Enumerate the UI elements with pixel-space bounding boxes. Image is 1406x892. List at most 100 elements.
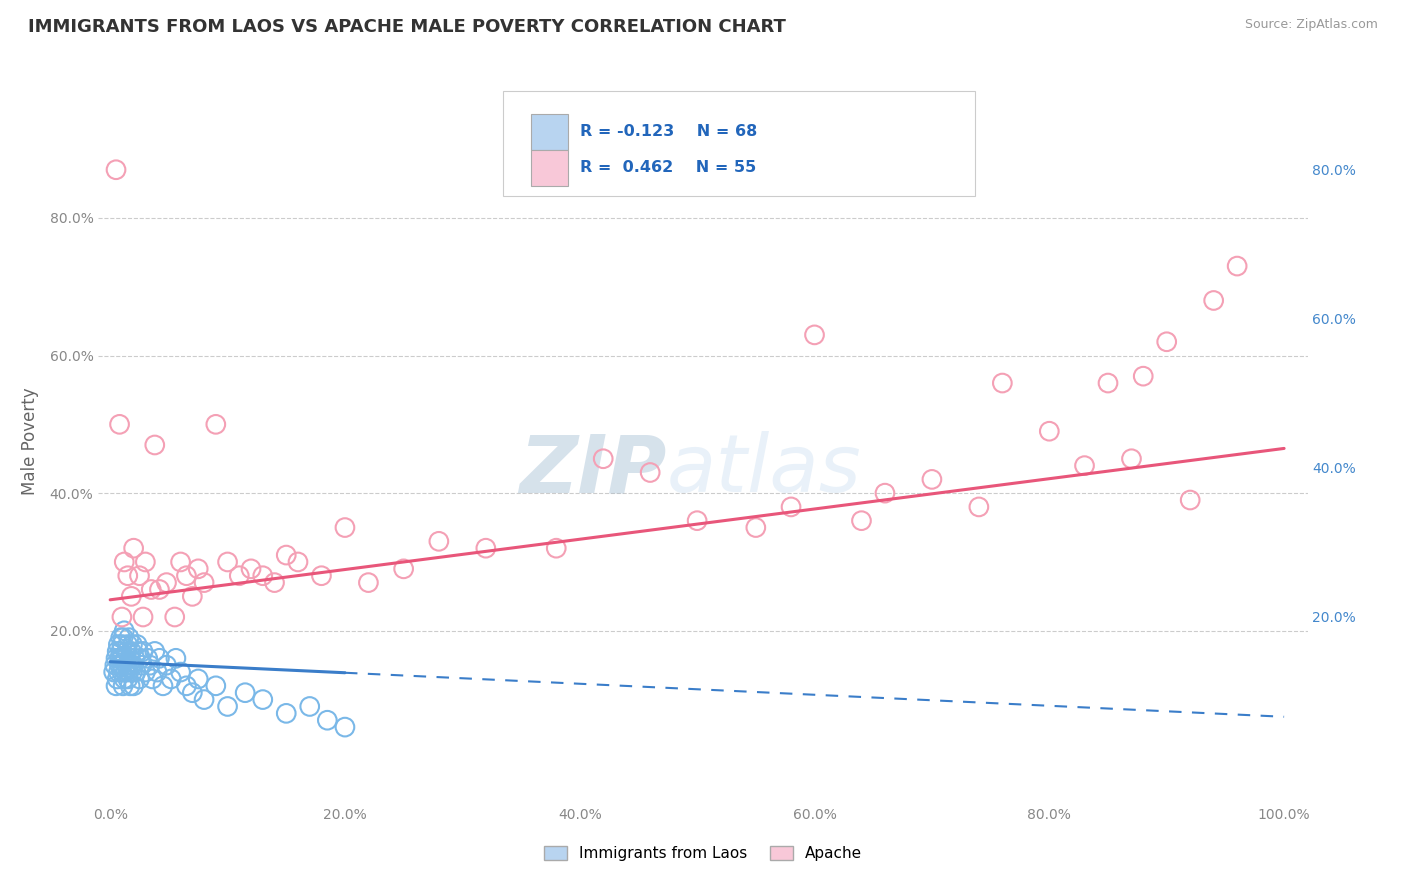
Point [125,665,148,679]
Point [311,568,333,582]
Point [155,575,177,590]
Text: Source: ZipAtlas.com: Source: ZipAtlas.com [1244,18,1378,31]
Point [546,541,568,556]
Point [108,417,131,432]
Point [187,562,209,576]
Point [134,665,156,679]
Point [252,568,274,582]
Point [1097,376,1119,390]
Point [851,514,873,528]
Point [148,651,170,665]
Point [105,679,128,693]
Point [333,720,356,734]
Point [108,658,131,673]
Point [122,679,145,693]
Point [128,568,150,582]
Point [193,575,215,590]
Point [120,679,142,693]
Point [357,575,380,590]
Point [276,706,298,721]
Point [110,631,132,645]
Point [117,638,139,652]
Point [122,658,145,673]
Legend: Immigrants from Laos, Apache: Immigrants from Laos, Apache [537,840,869,867]
Point [108,651,131,665]
Point [115,658,138,673]
Point [163,610,186,624]
Point [120,651,142,665]
Point [107,638,129,652]
Point [745,520,768,534]
Point [204,417,226,432]
Text: ZIP: ZIP [519,432,666,509]
Point [112,631,135,645]
FancyBboxPatch shape [531,150,568,186]
Point [193,692,215,706]
Point [638,466,661,480]
Point [112,679,135,693]
Point [181,686,204,700]
Point [143,438,166,452]
Point [1156,334,1178,349]
Point [228,568,250,582]
Point [176,568,198,582]
Point [112,672,135,686]
Point [139,658,162,673]
Point [136,651,159,665]
Point [803,327,825,342]
Point [132,644,155,658]
Point [298,699,321,714]
Point [873,486,896,500]
Text: R =  0.462    N = 55: R = 0.462 N = 55 [579,161,756,176]
Point [287,555,309,569]
Point [141,582,163,597]
Point [475,541,498,556]
Point [1038,424,1060,438]
FancyBboxPatch shape [531,114,568,150]
Point [131,658,153,673]
Point [105,672,128,686]
Point [143,644,166,658]
Point [1121,451,1143,466]
Point [780,500,803,514]
Point [132,610,155,624]
Point [112,624,135,638]
Point [127,638,149,652]
Text: atlas: atlas [666,432,862,509]
Point [110,644,132,658]
Point [114,665,136,679]
Point [240,562,263,576]
Point [103,665,125,679]
Point [117,568,139,582]
Point [921,472,943,486]
Point [111,665,134,679]
Point [107,665,129,679]
FancyBboxPatch shape [503,91,976,196]
Point [111,651,134,665]
Point [115,644,138,658]
Point [1180,493,1202,508]
Point [105,162,128,177]
Point [176,679,198,693]
Point [1073,458,1095,473]
Point [187,672,209,686]
Point [967,500,990,514]
Point [263,575,285,590]
Point [169,555,191,569]
Point [111,658,134,673]
Point [114,651,136,665]
Point [127,644,149,658]
Point [128,672,150,686]
Point [148,582,170,597]
Point [204,679,226,693]
Point [233,686,256,700]
Point [686,514,709,528]
Y-axis label: Male Poverty: Male Poverty [21,388,38,495]
Point [120,644,142,658]
Point [112,555,135,569]
Point [160,672,183,686]
Point [111,638,134,652]
Point [427,534,450,549]
Point [165,651,187,665]
Point [118,631,141,645]
